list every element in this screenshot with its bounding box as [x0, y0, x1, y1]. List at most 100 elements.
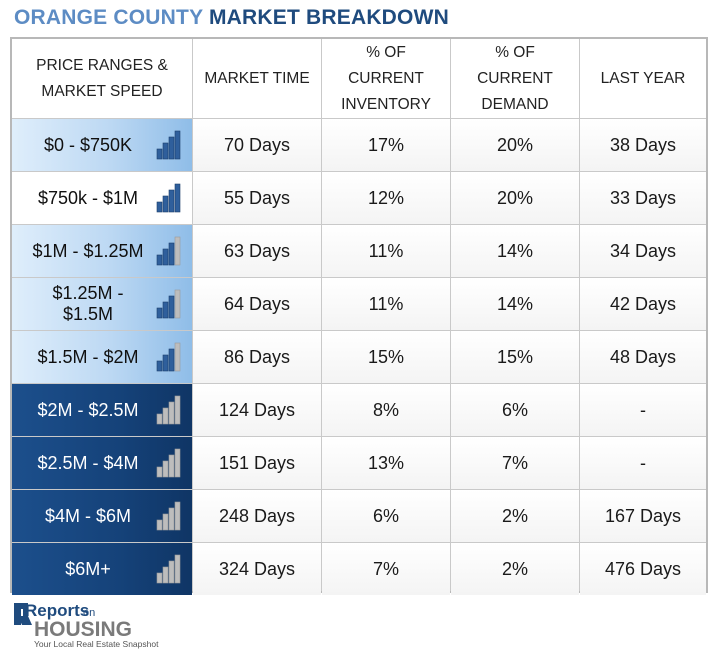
- speed-bar-empty: [168, 507, 175, 531]
- price-range-label: $750k - $1M: [37, 187, 139, 208]
- demand-cell: 6%: [451, 384, 579, 436]
- speed-bar-filled: [168, 242, 175, 266]
- logo-housing-text: HOUSING: [34, 618, 132, 641]
- logo-reports-text: Reports: [25, 601, 89, 620]
- price-range-cell: $2.5M - $4M: [12, 437, 192, 489]
- speed-bar-empty: [168, 454, 175, 478]
- last-year-cell: 33 Days: [580, 172, 706, 224]
- title-breakdown: MARKET BREAKDOWN: [208, 6, 449, 29]
- demand-cell: 14%: [451, 225, 579, 277]
- demand-cell: 2%: [451, 543, 579, 595]
- demand-cell: 2%: [451, 490, 579, 542]
- speed-bar-filled: [162, 248, 169, 266]
- last-year-cell: -: [580, 384, 706, 436]
- speed-bar-filled: [156, 307, 163, 319]
- market-time-cell: 124 Days: [193, 384, 321, 436]
- price-range-label: $2.5M - $4M: [37, 452, 139, 473]
- last-year-cell: 476 Days: [580, 543, 706, 595]
- page-title: ORANGE COUNTY MARKET BREAKDOWN: [14, 6, 449, 30]
- logo-tagline: Your Local Real Estate Snapshot: [34, 639, 159, 649]
- speed-bar-empty: [174, 289, 181, 319]
- speed-bar-filled: [156, 201, 163, 213]
- last-year-cell: 42 Days: [580, 278, 706, 330]
- speed-bar-empty: [162, 460, 169, 478]
- inventory-cell: 11%: [322, 225, 450, 277]
- demand-cell: 20%: [451, 172, 579, 224]
- price-range-label: $1.25M - $1.5M: [52, 283, 124, 324]
- inventory-cell: 11%: [322, 278, 450, 330]
- speed-bar-filled: [156, 360, 163, 372]
- bars-0-of-4-icon: [156, 395, 181, 425]
- header-last-year: LAST YEAR: [580, 39, 706, 118]
- price-range-cell: $750k - $1M: [12, 172, 192, 224]
- price-range-label: $4M - $6M: [44, 505, 132, 526]
- speed-bar-filled: [156, 254, 163, 266]
- inventory-cell: 17%: [322, 119, 450, 171]
- last-year-cell: 167 Days: [580, 490, 706, 542]
- bars-3-of-4-icon: [156, 342, 181, 372]
- last-year-cell: 34 Days: [580, 225, 706, 277]
- speed-bar-empty: [174, 342, 181, 372]
- last-year-cell: 38 Days: [580, 119, 706, 171]
- bars-0-of-4-icon: [156, 554, 181, 584]
- speed-bar-empty: [174, 236, 181, 266]
- speed-bar-empty: [174, 448, 181, 478]
- inventory-cell: 13%: [322, 437, 450, 489]
- inventory-cell: 8%: [322, 384, 450, 436]
- price-range-cell: $4M - $6M: [12, 490, 192, 542]
- inventory-cell: 6%: [322, 490, 450, 542]
- bars-3-of-4-icon: [156, 236, 181, 266]
- price-range-cell: $1.25M - $1.5M: [12, 278, 192, 330]
- speed-bar-filled: [162, 301, 169, 319]
- title-county: ORANGE COUNTY: [14, 6, 203, 29]
- market-time-cell: 64 Days: [193, 278, 321, 330]
- speed-bar-filled: [174, 130, 181, 160]
- speed-bar-empty: [174, 554, 181, 584]
- market-breakdown-table: PRICE RANGES & MARKET SPEED MARKET TIME …: [10, 37, 708, 595]
- speed-bar-filled: [156, 148, 163, 160]
- speed-bar-empty: [156, 519, 163, 531]
- bars-0-of-4-icon: [156, 448, 181, 478]
- demand-cell: 15%: [451, 331, 579, 383]
- price-range-label: $1.5M - $2M: [37, 346, 139, 367]
- speed-bar-empty: [168, 401, 175, 425]
- speed-bar-filled: [168, 295, 175, 319]
- market-time-cell: 151 Days: [193, 437, 321, 489]
- bars-4-of-4-icon: [156, 130, 181, 160]
- market-time-cell: 248 Days: [193, 490, 321, 542]
- speed-bar-filled: [162, 142, 169, 160]
- last-year-cell: -: [580, 437, 706, 489]
- price-range-cell: $0 - $750K: [12, 119, 192, 171]
- header-demand: % OF CURRENT DEMAND: [451, 39, 579, 118]
- speed-bar-empty: [156, 466, 163, 478]
- demand-cell: 20%: [451, 119, 579, 171]
- speed-bar-filled: [162, 195, 169, 213]
- market-time-cell: 86 Days: [193, 331, 321, 383]
- speed-bar-empty: [174, 501, 181, 531]
- market-time-cell: 55 Days: [193, 172, 321, 224]
- inventory-cell: 15%: [322, 331, 450, 383]
- speed-bar-empty: [168, 560, 175, 584]
- market-time-cell: 63 Days: [193, 225, 321, 277]
- speed-bar-filled: [162, 354, 169, 372]
- speed-bar-empty: [156, 572, 163, 584]
- market-time-cell: 70 Days: [193, 119, 321, 171]
- price-range-cell: $2M - $2.5M: [12, 384, 192, 436]
- market-time-cell: 324 Days: [193, 543, 321, 595]
- speed-bar-filled: [168, 348, 175, 372]
- speed-bar-filled: [168, 136, 175, 160]
- bars-0-of-4-icon: [156, 501, 181, 531]
- speed-bar-empty: [162, 407, 169, 425]
- speed-bar-empty: [162, 513, 169, 531]
- price-range-cell: $1M - $1.25M: [12, 225, 192, 277]
- price-range-label: $1M - $1.25M: [32, 240, 144, 261]
- speed-bar-filled: [168, 189, 175, 213]
- price-range-cell: $1.5M - $2M: [12, 331, 192, 383]
- price-range-cell: $6M+: [12, 543, 192, 595]
- header-inventory: % OF CURRENT INVENTORY: [322, 39, 450, 118]
- reports-on-housing-logo: Reports on HOUSING Your Local Real Estat…: [14, 601, 159, 649]
- price-range-label: $0 - $750K: [43, 134, 133, 155]
- demand-cell: 14%: [451, 278, 579, 330]
- speed-bar-filled: [174, 183, 181, 213]
- logo-on-text: on: [83, 607, 95, 619]
